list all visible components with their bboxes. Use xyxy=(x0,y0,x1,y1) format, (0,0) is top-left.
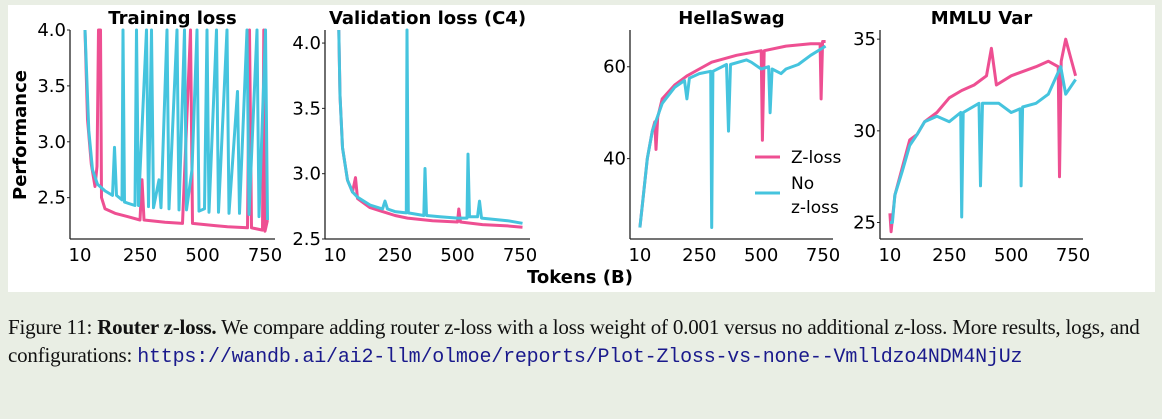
x-tick-label: 10 xyxy=(628,245,651,266)
legend: Z-loss No z-loss xyxy=(755,148,841,218)
series-line-z-loss xyxy=(337,29,523,229)
x-tick-label: 10 xyxy=(324,245,347,266)
caption-text: We compare adding router z-loss with a l… xyxy=(8,315,1140,367)
y-tick-label: 30 xyxy=(853,121,876,142)
panel-4: MMLU Var 10 250 500 750 25 30 35 xyxy=(853,8,1090,266)
y-tick-label: 4.0 xyxy=(37,20,66,41)
series-line-no-z-loss xyxy=(889,65,1077,224)
series-line-z-loss xyxy=(888,37,1078,234)
series-line-no-z-loss xyxy=(83,28,269,221)
y-tick-label: 3.5 xyxy=(37,76,66,97)
panel-3: HellaSwag 10 250 500 750 40 60 Z-loss No z-loss xyxy=(603,8,841,266)
y-tick-label: 2.5 xyxy=(37,188,66,209)
legend-label: z-loss xyxy=(791,198,839,218)
x-axis-label: Tokens (B) xyxy=(527,267,633,288)
y-tick-label: 40 xyxy=(603,149,626,170)
x-tick-label: 750 xyxy=(1056,245,1090,266)
x-tick-label: 750 xyxy=(806,245,840,266)
panel-title: Training loss xyxy=(108,8,236,29)
caption-url-link[interactable]: https://wandb.ai/ai2-llm/olmoe/reports/P… xyxy=(137,346,1023,369)
x-tick-label: 750 xyxy=(503,245,537,266)
x-tick-label: 10 xyxy=(69,245,92,266)
y-tick-label: 35 xyxy=(853,29,876,50)
x-tick-label: 750 xyxy=(248,245,282,266)
caption-label: Figure 11: xyxy=(8,315,98,339)
y-tick-label: 25 xyxy=(853,213,876,234)
y-tick-label: 3.0 xyxy=(292,164,321,185)
x-tick-label: 250 xyxy=(123,245,157,266)
y-tick-label: 3.0 xyxy=(37,132,66,153)
x-tick-label: 250 xyxy=(378,245,412,266)
x-tick-label: 500 xyxy=(744,245,778,266)
x-tick-label: 500 xyxy=(440,245,474,266)
panel-title: MMLU Var xyxy=(931,8,1033,29)
y-tick-label: 2.5 xyxy=(292,229,321,250)
x-tick-label: 500 xyxy=(185,245,219,266)
panel-2: Validation loss (C4) 10 250 500 750 2.5 3.0 3.5… xyxy=(292,8,537,266)
legend-label: No xyxy=(791,174,814,194)
caption-bold: Router z-loss. xyxy=(97,315,217,339)
series-line-no-z-loss xyxy=(337,28,523,225)
x-tick-label: 250 xyxy=(932,245,966,266)
x-tick-label: 10 xyxy=(878,245,901,266)
x-tick-label: 250 xyxy=(682,245,716,266)
y-tick-label: 60 xyxy=(603,57,626,78)
x-tick-label: 500 xyxy=(994,245,1028,266)
y-tick-label: 3.5 xyxy=(292,98,321,119)
figure-caption: Figure 11: Router z-loss. We compare add… xyxy=(8,313,1158,372)
panel-1: Training loss 10 250 500 750 2.5 3.0 3.5 4.0 xyxy=(37,8,282,266)
y-axis-label: Performance xyxy=(10,70,31,200)
figure: Training loss 10 250 500 750 2.5 3.0 3.5 4.0 Vali… xyxy=(8,5,1155,292)
panel-title: HellaSwag xyxy=(678,8,784,29)
legend-label: Z-loss xyxy=(791,148,841,168)
series-line-no-z-loss xyxy=(638,44,827,229)
panel-title: Validation loss (C4) xyxy=(329,8,526,29)
y-tick-label: 4.0 xyxy=(292,33,321,54)
